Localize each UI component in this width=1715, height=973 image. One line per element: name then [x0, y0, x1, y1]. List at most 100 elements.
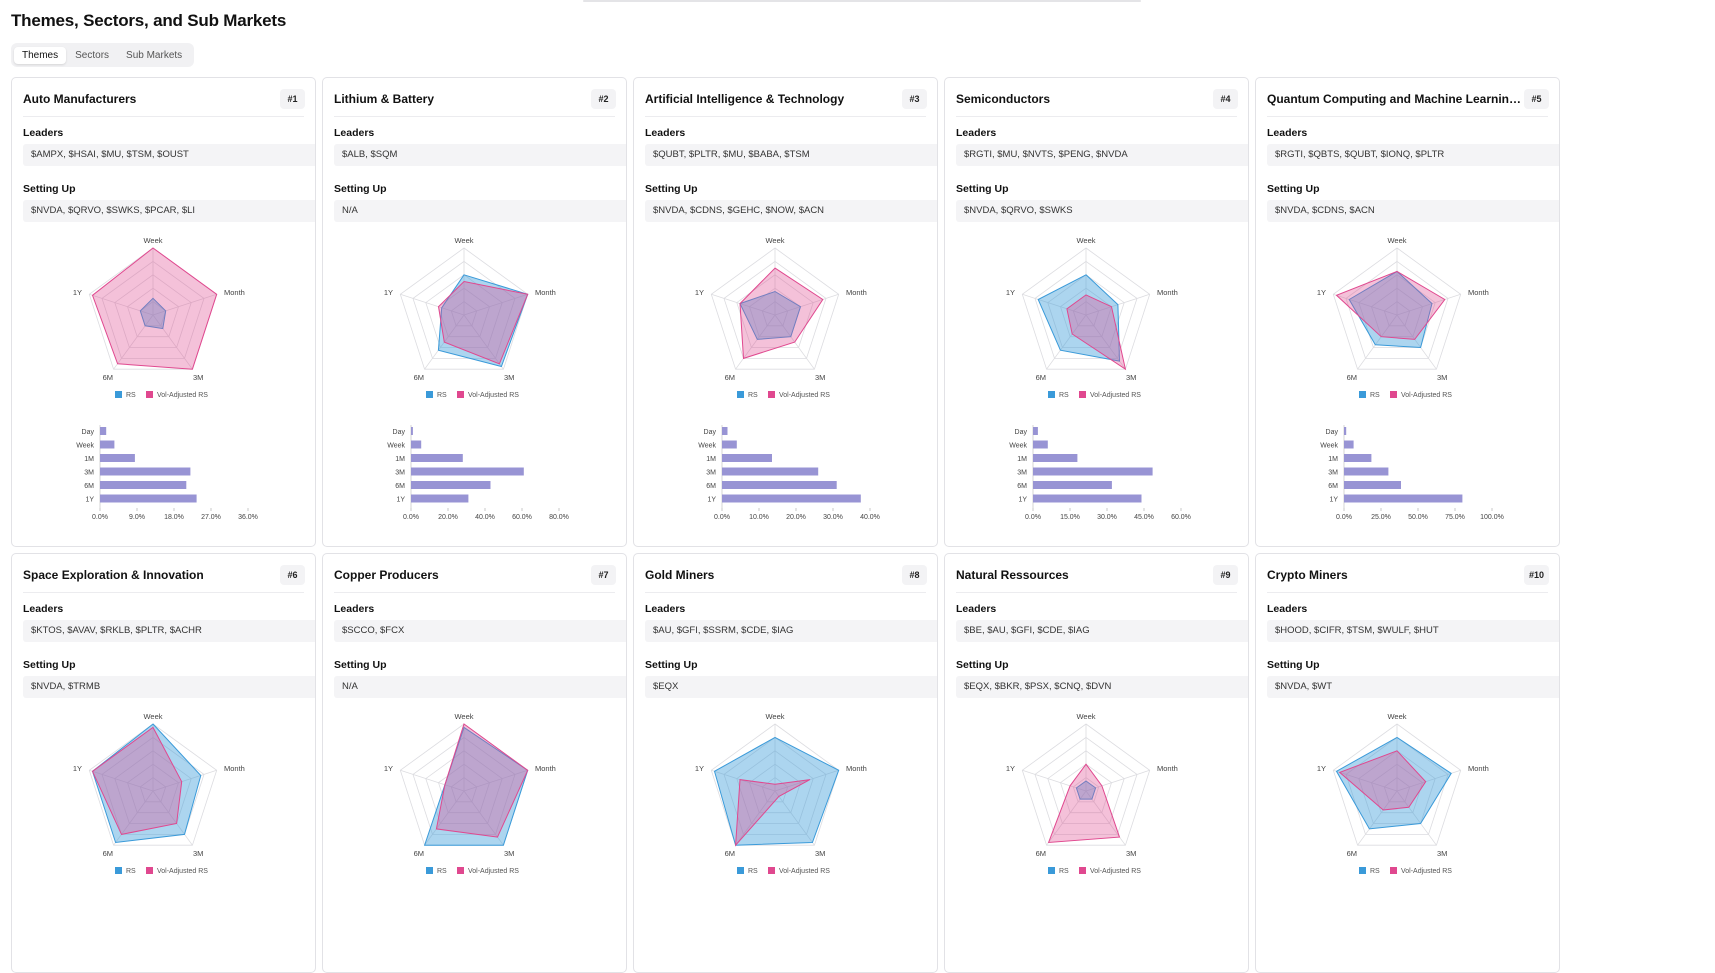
radar-axis-label: 3M	[1126, 373, 1136, 382]
x-tick-label: 36.0%	[238, 514, 258, 521]
legend-label-vol-adjusted: Vol-Adjusted RS	[1090, 392, 1141, 399]
radar-grid-ring	[1060, 287, 1112, 338]
setting-up-tickers: $EQX, $BKR, $PSX, $CNQ, $DVN	[956, 676, 1248, 698]
radar-grid-ring	[1358, 750, 1436, 824]
legend-label-vol-adjusted: Vol-Adjusted RS	[157, 392, 208, 399]
setting-up-label: Setting Up	[23, 659, 76, 671]
radar-chart: Week Month 3M 6M 1Y RS Vol-Adjusted RS	[73, 712, 245, 875]
radar-spoke	[1085, 769, 1150, 792]
tab-themes[interactable]: Themes	[14, 46, 67, 64]
legend-swatch-vol-adjusted	[457, 391, 464, 398]
card-divider	[956, 592, 1237, 593]
legend-swatch-rs	[737, 867, 744, 874]
legend-swatch-rs	[1359, 391, 1366, 398]
radar-chart: Week Month 3M 6M 1Y RS Vol-Adjusted RS	[1006, 712, 1178, 875]
card-title[interactable]: Quantum Computing and Machine Learning .…	[1267, 92, 1525, 106]
radar-grid-ring	[1034, 260, 1138, 359]
card-title[interactable]: Lithium & Battery	[334, 92, 435, 106]
x-tick-label: 100.0%	[1480, 514, 1504, 521]
x-tick-label: 50.0%	[1408, 514, 1428, 521]
radar-axis-label: Week	[143, 236, 162, 245]
legend-label-rs: RS	[1059, 392, 1069, 399]
card-title[interactable]: Semiconductors	[956, 92, 1051, 106]
radar-spoke	[1396, 314, 1437, 370]
bar-1y	[100, 494, 197, 503]
bar-chart: Day Week 1M 3M 6M 1Y 0.0% 10.0% 20.0% 30.0% 40.0%	[698, 425, 880, 521]
x-tick-label: 0.0%	[403, 514, 419, 521]
bar-6m	[722, 481, 837, 489]
radar-chart: Week Month 3M 6M 1Y RS Vol-Adjusted RS	[695, 712, 867, 875]
radar-series-vol-adjusted	[1066, 294, 1127, 371]
radar-series-rs	[1075, 780, 1097, 800]
rank-badge: #9	[1213, 565, 1238, 585]
bar-category-label: Day	[704, 429, 717, 436]
card-title[interactable]: Auto Manufacturers	[23, 92, 137, 106]
bar-1m	[1033, 454, 1078, 462]
radar-axis-label: 6M	[1347, 373, 1357, 382]
radar-series-vol-adjusted	[1047, 763, 1121, 844]
radar-axis-label: 1Y	[1317, 764, 1326, 773]
card-title[interactable]: Artificial Intelligence & Technology	[645, 92, 845, 106]
card-title[interactable]: Natural Ressources	[956, 568, 1069, 582]
leaders-label: Leaders	[645, 127, 686, 139]
radar-grid-ring	[399, 247, 529, 370]
radar-spoke	[1333, 293, 1398, 316]
leaders-label: Leaders	[23, 603, 64, 615]
setting-up-tickers: N/A	[334, 200, 626, 222]
bar-category-label: Day	[82, 429, 95, 436]
radar-grid-ring	[1371, 287, 1423, 338]
radar-axis-label: Month	[224, 288, 245, 297]
radar-axis-label: 3M	[1437, 849, 1447, 858]
bar-category-label: Day	[1015, 429, 1028, 436]
radar-axis-label: 3M	[815, 373, 825, 382]
bar-day	[1033, 427, 1038, 435]
tab-sectors[interactable]: Sectors	[75, 49, 110, 61]
radar-spoke	[400, 293, 465, 316]
bar-category-label: 3M	[1328, 470, 1338, 477]
tab-sub-markets[interactable]: Sub Markets	[126, 49, 183, 61]
radar-axis-label: Week	[1076, 236, 1095, 245]
x-tick-label: 40.0%	[475, 514, 495, 521]
radar-spoke	[1022, 293, 1087, 316]
bar-category-label: Week	[1320, 443, 1338, 450]
radar-spoke	[152, 293, 217, 316]
radar-series-rs	[713, 736, 840, 846]
card-title[interactable]: Crypto Miners	[1267, 568, 1348, 582]
card-divider	[1267, 592, 1548, 593]
legend-label-vol-adjusted: Vol-Adjusted RS	[157, 868, 208, 875]
bar-6m	[1033, 481, 1112, 489]
radar-grid-ring	[1047, 274, 1125, 348]
bar-category-label: 1M	[1017, 456, 1027, 463]
theme-card: Gold Miners #8 Leaders $AU, $GFI, $SSRM, $C…	[633, 553, 938, 973]
leaders-tickers: $AMPX, $HSAI, $MU, $TSM, $OUST	[23, 144, 315, 166]
card-title[interactable]: Copper Producers	[334, 568, 439, 582]
radar-grid-ring	[1072, 777, 1100, 803]
radar-series-vol-adjusted	[1335, 270, 1446, 340]
radar-grid-ring	[450, 777, 478, 803]
radar-grid-ring	[723, 736, 827, 835]
radar-grid-ring	[450, 301, 478, 327]
setting-up-label: Setting Up	[1267, 659, 1320, 671]
radar-grid-ring	[114, 274, 192, 348]
setting-up-label: Setting Up	[956, 659, 1009, 671]
legend-swatch-vol-adjusted	[1079, 867, 1086, 874]
radar-chart: Week Month 3M 6M 1Y RS Vol-Adjusted RS	[384, 236, 556, 399]
bar-chart: Day Week 1M 3M 6M 1Y 0.0% 9.0% 18.0% 27.0% 36.0%	[76, 425, 258, 521]
radar-axis-label: 1Y	[384, 764, 393, 773]
radar-axis-label: 1Y	[384, 288, 393, 297]
card-title[interactable]: Space Exploration & Innovation	[23, 568, 204, 582]
x-tick-label: 45.0%	[1134, 514, 1154, 521]
radar-spoke	[1357, 314, 1398, 370]
x-tick-label: 60.0%	[512, 514, 532, 521]
x-tick-label: 15.0%	[1060, 514, 1080, 521]
radar-grid-ring	[88, 723, 218, 846]
card-divider	[334, 592, 615, 593]
setting-up-tickers: $NVDA, $WT	[1267, 676, 1559, 698]
radar-axis-label: 6M	[725, 373, 735, 382]
radar-spoke	[735, 314, 776, 370]
card-title[interactable]: Gold Miners	[645, 568, 715, 582]
x-tick-label: 30.0%	[823, 514, 843, 521]
legend-label-vol-adjusted: Vol-Adjusted RS	[1401, 868, 1452, 875]
radar-axis-label: Month	[1468, 288, 1489, 297]
legend-swatch-rs	[1048, 391, 1055, 398]
